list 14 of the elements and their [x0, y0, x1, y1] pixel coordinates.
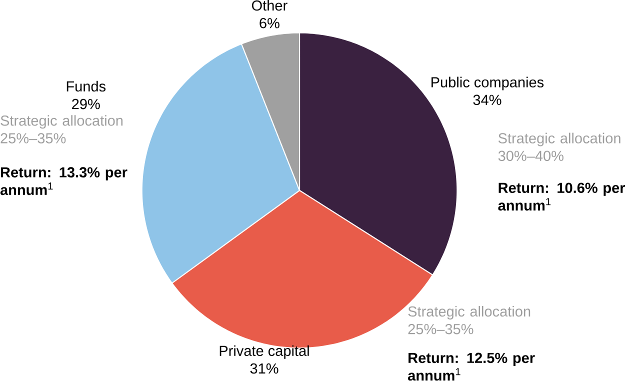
text: Strategic allocation 30%–40% — [498, 132, 620, 162]
slice-label: Funds — [66, 81, 106, 92]
data-label: 31% — [250, 363, 278, 374]
data-label: 6% — [260, 18, 280, 28]
slice-label: Other — [252, 0, 288, 11]
text: Return: 13.3% per annum$^{1}$ — [0, 167, 128, 196]
slice-label: Public companies — [432, 76, 544, 90]
text: Return: 10.6% per annum$^{1}$ — [498, 182, 626, 211]
data-label: 34% — [473, 94, 502, 106]
text: Strategic allocation 25%–35% — [408, 306, 530, 334]
slice-label: Private capital — [220, 345, 309, 360]
text: Return: 12.5% per annum$^{1}$ — [408, 352, 535, 381]
data-label: 29% — [72, 99, 100, 110]
text: Strategic allocation 25%–35% — [0, 115, 123, 144]
